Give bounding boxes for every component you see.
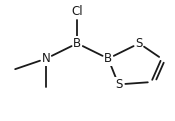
Text: B: B xyxy=(73,37,81,50)
Text: S: S xyxy=(115,78,122,91)
Text: Cl: Cl xyxy=(71,4,83,18)
Text: S: S xyxy=(135,37,143,50)
Text: B: B xyxy=(104,52,112,65)
Text: N: N xyxy=(42,52,51,65)
